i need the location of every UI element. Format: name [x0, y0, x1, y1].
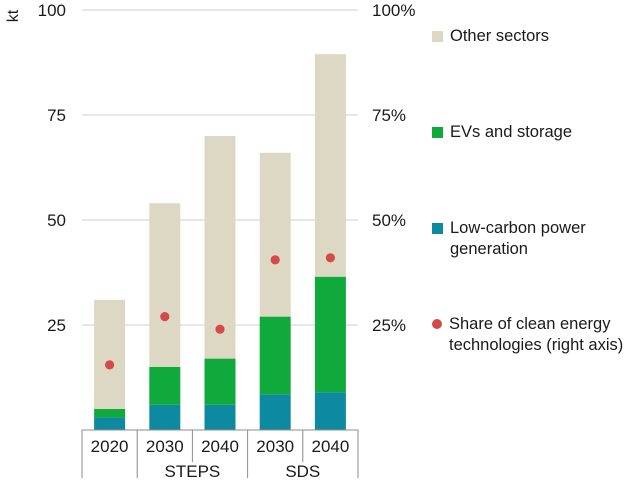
group-label: SDS	[285, 462, 320, 481]
y2-tick-label: 75%	[372, 106, 406, 125]
x-tick-label: 2030	[256, 437, 294, 456]
share-marker	[105, 360, 115, 370]
legend-swatch	[432, 31, 443, 42]
bar-segment	[314, 276, 346, 393]
bar-segment	[149, 404, 181, 430]
bar-segment	[204, 358, 236, 405]
legend-item-other-sectors: Other sectors	[432, 26, 628, 47]
share-marker	[270, 255, 280, 265]
bar-segment	[149, 367, 181, 405]
x-tick-label: 2030	[146, 437, 184, 456]
y2-tick-label: 25%	[372, 316, 406, 335]
legend-label: Other sectors	[450, 27, 550, 45]
legend-label: EVs and storage	[450, 123, 572, 141]
legend-item-evs-storage: EVs and storage	[432, 122, 628, 143]
share-marker	[325, 253, 335, 263]
x-tick-label: 2040	[201, 437, 239, 456]
y-tick-label: 75	[47, 106, 66, 125]
share-markers	[105, 253, 335, 370]
bar-segment	[259, 316, 291, 395]
group-label: STEPS	[165, 462, 221, 481]
y2-tick-label: 50%	[372, 211, 406, 230]
legend-item-share: Share of clean energy technologies (righ…	[432, 314, 627, 356]
x-tick-label: 2040	[311, 437, 349, 456]
legend-label: Low-carbon power generation	[450, 219, 586, 258]
bar-segment	[94, 409, 126, 418]
bar-segment	[204, 404, 236, 430]
bar-segment	[94, 417, 126, 430]
bar-segment	[149, 203, 181, 367]
axes: 25 25% 50 50% 75 75% 100 100% 2020 2030 2040 2030 20…	[38, 1, 416, 481]
legend-swatch	[432, 319, 442, 329]
legend-label: Share of clean energy technologies (righ…	[449, 315, 624, 354]
y-axis-label: kt	[5, 9, 22, 22]
y-tick-label: 25	[47, 316, 66, 335]
share-marker	[215, 324, 225, 334]
bar-segment	[314, 54, 346, 277]
bar-segment	[204, 136, 236, 359]
bar-segment	[259, 394, 291, 430]
bar-segment	[94, 299, 126, 409]
bar-segment	[259, 152, 291, 317]
legend-swatch	[432, 127, 443, 138]
bar-segment	[314, 392, 346, 430]
legend-swatch	[432, 223, 443, 234]
bars	[94, 54, 346, 430]
share-marker	[160, 312, 170, 322]
x-tick-label: 2020	[91, 437, 129, 456]
y-tick-label: 50	[47, 211, 66, 230]
y-tick-label: 100	[38, 1, 66, 20]
legend-item-low-carbon: Low-carbon power generation	[432, 218, 628, 260]
y2-tick-label: 100%	[372, 1, 415, 20]
